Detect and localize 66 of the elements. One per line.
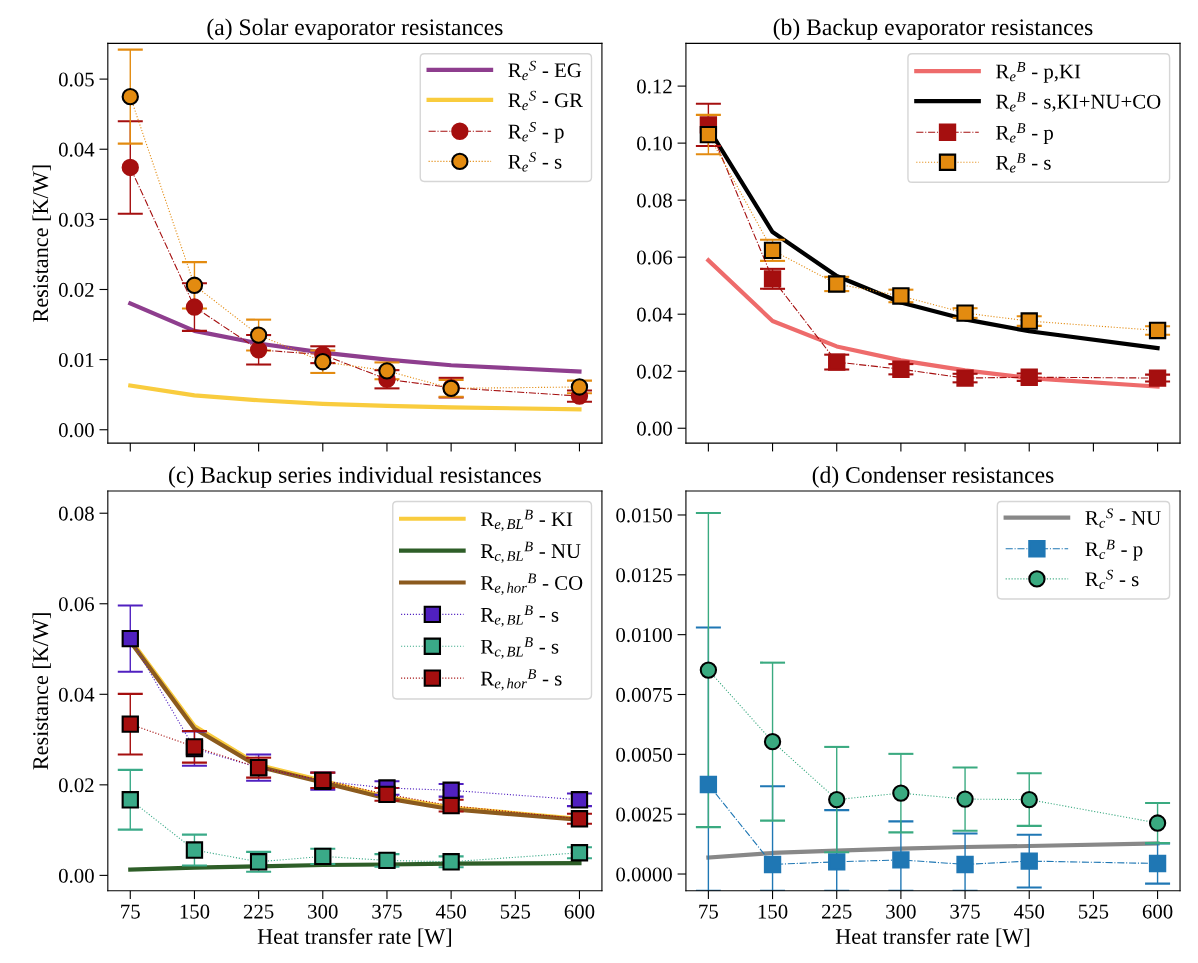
legend-label: R$_{e}$$^{S}$ - p <box>508 122 564 143</box>
y-tick-label: 0.00 <box>58 423 94 438</box>
x-tick-label: 375 <box>950 904 980 919</box>
y-tick-label: 0.00 <box>58 868 94 883</box>
y-tick-label: 0.10 <box>637 136 672 151</box>
x-tick-label: 450 <box>1014 904 1045 919</box>
chart-title: (b) Backup evaporator resistances <box>773 18 1093 41</box>
x-tick-label: 450 <box>435 904 466 919</box>
y-axis-title: Resistance [K/W] <box>32 165 51 322</box>
x-tick-label: 300 <box>886 904 916 919</box>
x-tick-label: 525 <box>1078 904 1109 919</box>
legend-label: R$_{e}$$^{B}$ - s <box>996 153 1051 173</box>
x-tick-label: 525 <box>500 904 531 919</box>
y-tick-label: 0.04 <box>637 307 673 322</box>
x-tick-label: 225 <box>243 904 274 919</box>
y-tick-label: 0.08 <box>58 506 94 521</box>
x-axis-title: Heat transfer rate [W] <box>257 928 451 947</box>
legend-label: R$_{e}$$^{B}$ - p,KI <box>996 62 1081 83</box>
x-tick-label: 150 <box>180 904 210 919</box>
legend-label: R$_{e}$$^{B}$ - s,KI+NU+CO <box>996 92 1161 112</box>
legend-label: R$_{e,BL}$$^{B}$ - s <box>480 605 559 627</box>
legend-label: R$_{e}$$^{S}$ - s <box>508 152 562 172</box>
y-tick-label: 0.01 <box>58 352 94 368</box>
x-tick-label: 75 <box>699 904 718 919</box>
legend-label: R$_{c}$$^{B}$ - p <box>1085 539 1143 561</box>
y-tick-label: 0.0100 <box>616 628 672 643</box>
y-tick-label: 0.06 <box>637 250 673 265</box>
legend-label: R$_{e}$$^{B}$ - p <box>996 123 1053 145</box>
legend-label: R$_{c,BL}$$^{B}$ - s <box>480 637 559 659</box>
legend-label: R$_{e}$$^{S}$ - GR <box>508 90 583 111</box>
x-tick-label: 300 <box>308 904 338 919</box>
y-tick-label: 0.0150 <box>616 508 672 523</box>
legend-label: R$_{e,BL}$$^{B}$ - KI <box>480 509 573 532</box>
x-tick-label: 600 <box>1142 904 1173 919</box>
chart-title: (a) Solar evaporator resistances <box>207 18 503 41</box>
chart-title: (c) Backup series individual resistances <box>169 466 541 488</box>
x-axis-title: Heat transfer rate [W] <box>835 928 1030 947</box>
y-tick-label: 0.0025 <box>616 807 672 822</box>
y-tick-label: 0.02 <box>637 364 672 379</box>
y-axis-title: Resistance [K/W] <box>32 613 51 770</box>
x-tick-label: 150 <box>758 904 788 919</box>
x-tick-label: 600 <box>564 904 595 919</box>
legend-label: R$_{c}$$^{S}$ - NU <box>1085 508 1161 528</box>
y-tick-label: 0.0125 <box>616 568 672 583</box>
y-tick-label: 0.0050 <box>616 747 672 762</box>
y-tick-label: 0.04 <box>58 687 95 702</box>
legend-label: R$_{c}$$^{S}$ - s <box>1085 569 1139 590</box>
y-tick-label: 0.03 <box>58 212 94 227</box>
y-tick-label: 0.02 <box>58 778 94 793</box>
x-tick-label: 375 <box>372 904 402 919</box>
y-tick-label: 0.0075 <box>616 687 672 703</box>
y-tick-label: 0.0000 <box>616 867 672 882</box>
x-tick-label: 75 <box>121 904 140 919</box>
legend-label: R$_{e}$$^{S}$ - EG <box>508 60 582 81</box>
y-tick-label: 0.12 <box>637 79 672 94</box>
legend-label: R$_{c,BL}$$^{B}$ - NU <box>480 541 581 564</box>
y-tick-label: 0.05 <box>58 72 94 87</box>
y-tick-label: 0.04 <box>58 142 95 157</box>
chart-title: (d) Condenser resistances <box>812 466 1054 488</box>
y-tick-label: 0.08 <box>637 193 672 208</box>
y-tick-label: 0.06 <box>58 597 94 612</box>
y-tick-label: 0.00 <box>637 421 672 436</box>
x-tick-label: 225 <box>822 904 852 919</box>
legend-label: R$_{e,hor}$$^{B}$ - s <box>480 669 562 691</box>
y-tick-label: 0.02 <box>58 282 94 298</box>
legend-label: R$_{e,hor}$$^{B}$ - CO <box>480 573 583 595</box>
